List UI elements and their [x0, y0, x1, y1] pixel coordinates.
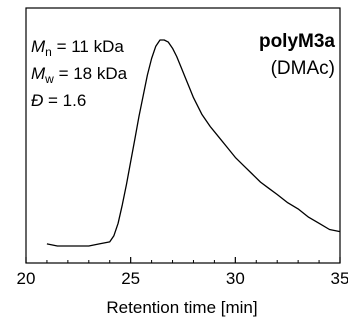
plot-frame [25, 7, 341, 264]
chart-subtitle: (DMAc) [271, 58, 335, 79]
annotation-line: Đ = 1.6 [31, 91, 86, 110]
x-tick-label: 35 [331, 269, 348, 288]
molecular-weight-annotations: Mn = 11 kDa Mw = 18 kDa Đ = 1.6 [31, 37, 128, 110]
x-axis-label: Retention time [min] [106, 298, 257, 317]
chart-title: polyM3a [259, 31, 335, 52]
x-tick-label: 30 [226, 269, 245, 288]
annotation-line: Mw = 18 kDa [31, 64, 128, 86]
x-tick-label: 20 [17, 269, 36, 288]
series-line-0 [46, 39, 341, 247]
annotation-line: Mn = 11 kDa [31, 37, 124, 59]
x-tick-label: 25 [121, 269, 140, 288]
